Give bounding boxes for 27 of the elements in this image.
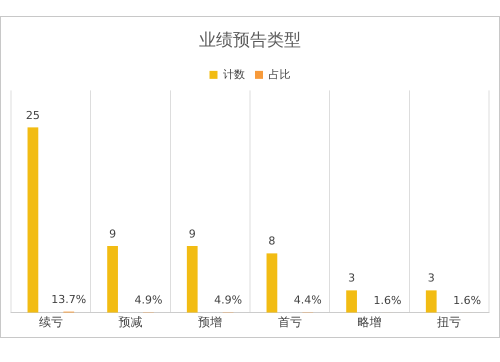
data-label: 9 — [188, 227, 196, 240]
data-label: 4.9% — [214, 294, 242, 307]
bar — [426, 290, 437, 313]
bar — [266, 253, 278, 313]
data-label: 1.6% — [373, 294, 402, 307]
legend-label: 计数 — [223, 68, 245, 81]
x-tick-label: 预减 — [118, 314, 142, 329]
data-label: 3 — [348, 272, 356, 285]
chart-title: 业绩预告类型 — [199, 30, 301, 51]
data-label: 8 — [268, 234, 276, 248]
data-label: 13.7% — [51, 292, 86, 306]
data-label: 4.4% — [294, 294, 322, 307]
data-label: 3 — [428, 272, 435, 285]
bar — [346, 290, 357, 313]
data-label: 1.6% — [453, 294, 482, 307]
data-label: 9 — [109, 227, 116, 240]
bar — [107, 246, 118, 313]
x-tick-label: 扭亏 — [437, 314, 462, 329]
x-tick-label: 预增 — [198, 314, 222, 329]
x-tick-label: 首亏 — [278, 314, 302, 329]
data-label: 4.9% — [134, 294, 162, 307]
bar — [28, 127, 38, 313]
data-label: 25 — [26, 108, 40, 122]
legend-label: 占比 — [268, 68, 290, 81]
x-tick-label: 略增 — [358, 314, 382, 329]
bar — [186, 246, 198, 313]
x-tick-label: 续亏 — [38, 314, 63, 329]
